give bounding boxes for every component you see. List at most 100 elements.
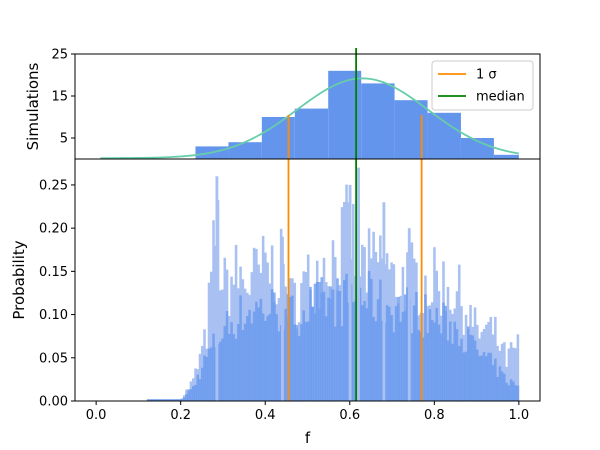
prob-bar-dark-79 <box>358 287 362 401</box>
prob-bar-dark-110 <box>428 309 432 401</box>
prob-bar-dark-82 <box>365 308 369 401</box>
prob-bar-dark-11 <box>205 356 209 401</box>
prob-bar-dark-91 <box>385 305 389 401</box>
bottom-y-ticks: 0.00 0.05 0.10 0.15 0.20 0.25 <box>39 178 75 410</box>
prob-spike-2 <box>348 184 352 401</box>
legend-median-label: median <box>476 90 525 105</box>
prob-bar-dark-136 <box>487 352 490 401</box>
prob-bar-dark-62 <box>320 277 324 401</box>
prob-bar-dark-27 <box>241 330 245 401</box>
xtick-label-3: 0.6 <box>339 408 360 423</box>
prob-bar-dark-1 <box>182 397 186 401</box>
prob-bar-dark-34 <box>257 307 260 401</box>
prob-bar-dark-100 <box>406 287 409 401</box>
prob-bar-dark-13 <box>209 347 213 401</box>
prob-bar-dark-37 <box>264 320 267 401</box>
prob-bar-dark-29 <box>246 316 249 401</box>
prob-bar-light-71 <box>340 207 344 401</box>
prob-bar-dark-50 <box>293 324 296 401</box>
prob-bar-dark-103 <box>412 305 416 401</box>
prob-bar-dark-59 <box>313 283 317 401</box>
prob-bar-dark-31 <box>250 323 254 401</box>
prob-bar-dark-5 <box>191 386 195 401</box>
prob-bar-dark-143 <box>503 373 506 401</box>
legend: 1 σ median <box>431 60 534 111</box>
prob-bar-dark-114 <box>437 324 441 401</box>
bottom-ytick-label-0: 0.00 <box>39 395 68 410</box>
prob-bar-dark-98 <box>401 311 405 401</box>
prob-bar-dark-111 <box>430 320 434 401</box>
prob-bar-dark-24 <box>234 338 238 401</box>
prob-spike-5 <box>407 228 411 401</box>
prob-spike-3 <box>357 167 360 401</box>
prob-bar-dark-108 <box>424 294 427 401</box>
bottom-ytick-label-1: 0.05 <box>39 351 68 366</box>
xtick-label-2: 0.4 <box>255 408 276 423</box>
prob-bar-dark-9 <box>200 367 204 401</box>
prob-bar-light-148 <box>514 348 517 401</box>
prob-bar-dark-127 <box>467 326 470 401</box>
top-y-axis-label: Simulations <box>24 62 42 150</box>
top-bar-3 <box>294 108 329 159</box>
bottom-reference-lines <box>287 159 423 401</box>
prob-bar-dark-28 <box>243 323 247 401</box>
prob-bar-dark-65 <box>327 297 330 401</box>
prob-bar-dark-53 <box>300 324 303 401</box>
prob-bar-light-147 <box>512 347 515 401</box>
prob-bar-light-6 <box>194 368 197 401</box>
prob-bar-dark-116 <box>442 302 445 401</box>
prob-bar-dark-117 <box>444 305 448 401</box>
prob-bar-dark-26 <box>239 295 242 401</box>
prob-bar-dark-135 <box>485 356 488 401</box>
x-axis-label: f <box>305 429 311 447</box>
prob-bar-dark-128 <box>469 334 472 401</box>
prob-bar-dark-71 <box>340 326 344 401</box>
prob-bar-dark-3 <box>187 390 190 401</box>
prob-bar-dark-81 <box>363 301 366 401</box>
top-panel: 5 15 25 Simulations 1 σ median <box>24 48 541 160</box>
prob-bar-dark-147 <box>512 381 515 401</box>
prob-bar-dark-120 <box>451 343 454 401</box>
prob-bar-dark-63 <box>322 291 326 401</box>
bottom-y-axis-label: Probability <box>10 240 28 319</box>
prob-bar-dark-54 <box>302 310 305 401</box>
prob-bar-dark-141 <box>498 366 502 401</box>
prob-bar-dark-43 <box>277 331 281 401</box>
prob-bar-dark-6 <box>194 384 197 401</box>
prob-bar-dark-49 <box>291 295 294 401</box>
prob-bar-dark-148 <box>514 385 517 401</box>
prob-bar-dark-139 <box>494 358 497 401</box>
prob-bar-light-140 <box>496 345 499 401</box>
prob-bar-dark-69 <box>336 278 339 401</box>
prob-bar-dark-21 <box>228 333 231 401</box>
probability-spikes <box>215 167 411 401</box>
prob-bar-dark-76 <box>352 301 355 401</box>
prob-bar-dark-86 <box>374 321 378 401</box>
prob-bar-dark-61 <box>318 281 321 401</box>
prob-bar-dark-68 <box>333 326 337 401</box>
top-reference-lines <box>287 48 423 159</box>
prob-bar-dark-142 <box>500 371 504 401</box>
top-ytick-label-1: 15 <box>51 90 68 105</box>
prob-bar-dark-67 <box>331 289 335 401</box>
prob-bar-dark-121 <box>453 321 457 401</box>
prob-bar-dark-18 <box>221 338 224 401</box>
prob-bar-dark-94 <box>392 332 396 401</box>
prob-bar-dark-35 <box>259 298 263 401</box>
prob-bar-dark-14 <box>212 333 215 401</box>
top-histogram-bars <box>195 70 519 159</box>
prob-bar-dark-129 <box>471 335 475 401</box>
prob-bar-dark-52 <box>297 336 301 401</box>
prob-bar-dark-119 <box>448 321 452 401</box>
prob-bar-dark-41 <box>273 292 276 401</box>
top-bar-8 <box>460 138 494 159</box>
prob-bar-dark-125 <box>462 352 466 401</box>
top-bar-6 <box>394 100 428 159</box>
bottom-ytick-label-4: 0.20 <box>39 222 68 237</box>
prob-bar-dark-70 <box>338 290 342 401</box>
prob-bar-dark-2 <box>185 394 188 401</box>
xtick-label-5: 1.0 <box>509 408 530 423</box>
prob-bar-dark-10 <box>203 355 206 401</box>
prob-bar-dark-40 <box>270 289 274 401</box>
